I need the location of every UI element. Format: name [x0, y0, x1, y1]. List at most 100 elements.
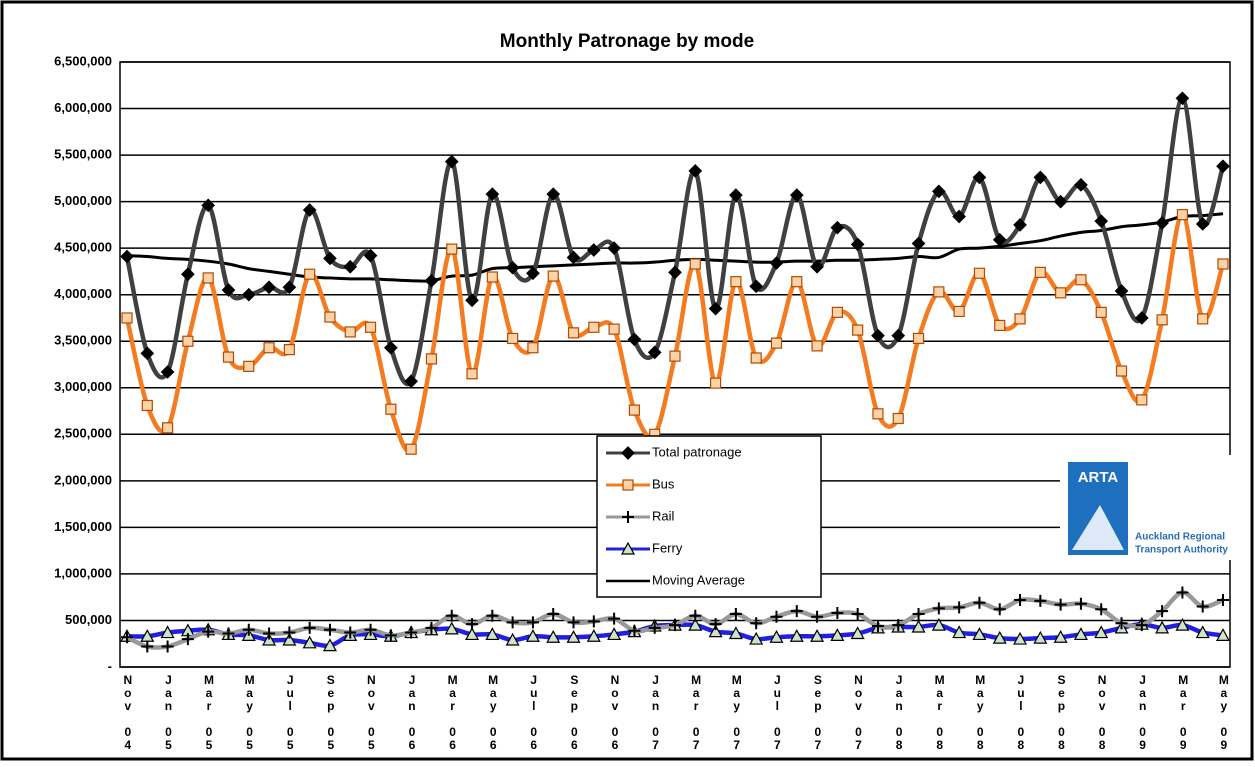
- marker: [831, 607, 844, 620]
- marker: [811, 610, 824, 623]
- marker: [669, 619, 681, 632]
- marker: [1094, 214, 1109, 229]
- marker: [1074, 178, 1088, 192]
- legend: Total patronage Bus Rail Ferry Moving Averag…: [596, 435, 822, 598]
- marker: [425, 353, 438, 365]
- plot-area: [119, 61, 1231, 668]
- marker: [303, 621, 316, 634]
- marker: [567, 616, 580, 629]
- marker: [952, 625, 967, 639]
- marker: [1175, 617, 1190, 631]
- marker: [243, 360, 255, 372]
- marker-icon: [621, 446, 635, 460]
- y-tick-label: 3,000,000: [54, 379, 112, 394]
- marker: [182, 335, 194, 347]
- marker: [323, 623, 336, 636]
- y-tick-label: 500,000: [65, 612, 112, 627]
- marker: [872, 408, 884, 420]
- marker: [1196, 600, 1209, 613]
- y-tick-label: 6,000,000: [54, 100, 112, 115]
- marker: [160, 625, 175, 639]
- y-tick-label: 5,500,000: [54, 147, 112, 162]
- marker: [791, 276, 803, 288]
- y-tick-label: 3,500,000: [54, 333, 112, 348]
- marker: [688, 617, 703, 631]
- marker: [1033, 630, 1048, 644]
- marker: [363, 248, 378, 263]
- marker: [1115, 365, 1128, 377]
- marker: [302, 635, 317, 649]
- marker: [769, 256, 784, 270]
- marker: [1217, 258, 1229, 270]
- marker: [445, 609, 458, 622]
- marker: [1115, 617, 1128, 630]
- marker: [364, 321, 377, 333]
- marker: [810, 629, 825, 642]
- marker: [1175, 91, 1190, 106]
- logo: ARTA Auckland Regional Transport Authori…: [1060, 455, 1235, 560]
- x-tick-label: Sep 08: [1054, 673, 1068, 751]
- marker: [586, 243, 601, 257]
- marker: [527, 342, 539, 354]
- legend-label: Moving Average: [652, 572, 745, 587]
- marker: [912, 607, 925, 620]
- marker: [465, 293, 479, 308]
- marker: [1013, 631, 1028, 645]
- marker: [385, 403, 397, 415]
- x-tick-label: Jul 06: [527, 673, 541, 751]
- marker: [831, 306, 843, 318]
- marker: [587, 615, 600, 628]
- marker: [1217, 593, 1229, 606]
- marker: [405, 626, 418, 639]
- marker: [202, 272, 214, 284]
- marker: [647, 345, 662, 360]
- marker: [466, 618, 479, 631]
- x-tick-label: Mar 09: [1176, 673, 1190, 751]
- marker: [262, 632, 277, 646]
- x-tick-label: Nov 07: [851, 673, 865, 751]
- x-tick-label: Jul 07: [770, 673, 784, 751]
- marker: [121, 631, 133, 644]
- marker: [608, 612, 621, 625]
- marker: [1014, 313, 1026, 325]
- marker: [405, 443, 417, 455]
- marker: [566, 250, 581, 265]
- marker: [323, 251, 337, 266]
- marker: [466, 368, 478, 380]
- marker: [810, 259, 824, 274]
- marker: [1135, 619, 1148, 632]
- marker: [161, 422, 174, 434]
- marker: [993, 603, 1006, 616]
- marker: [343, 259, 358, 274]
- marker: [709, 618, 722, 631]
- y-tick-label: 4,500,000: [54, 240, 112, 255]
- marker: [282, 632, 297, 646]
- marker: [485, 187, 500, 202]
- x-tick-label: Nov 08: [1095, 673, 1109, 751]
- marker: [750, 617, 763, 630]
- marker: [628, 624, 641, 637]
- marker: [140, 346, 155, 361]
- marker: [1053, 629, 1068, 643]
- marker: [953, 601, 966, 614]
- marker: [892, 619, 905, 632]
- x-tick-label: Nov 05: [364, 673, 378, 751]
- marker: [689, 609, 702, 622]
- x-tick-label: Mar 05: [202, 673, 216, 751]
- x-tick-label: Sep 06: [567, 673, 581, 751]
- marker: [1094, 625, 1109, 639]
- marker: [1013, 218, 1027, 232]
- y-tick-label: -: [108, 658, 112, 673]
- marker: [526, 616, 539, 629]
- marker: [344, 626, 357, 639]
- marker: [486, 271, 498, 283]
- plot: [119, 91, 1231, 653]
- marker: [263, 342, 275, 354]
- marker: [932, 184, 946, 199]
- marker: [729, 607, 742, 620]
- marker: [505, 632, 520, 646]
- x-tick-label: Sep 05: [324, 673, 338, 751]
- legend-marker: [622, 511, 634, 523]
- marker: [871, 620, 884, 633]
